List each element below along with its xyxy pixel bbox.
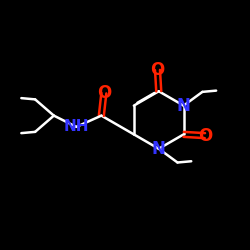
Text: O: O	[198, 126, 212, 144]
Text: O: O	[97, 84, 111, 102]
Text: N: N	[152, 140, 166, 158]
Text: NH: NH	[64, 120, 89, 134]
Text: O: O	[150, 61, 164, 79]
Text: N: N	[177, 96, 190, 114]
